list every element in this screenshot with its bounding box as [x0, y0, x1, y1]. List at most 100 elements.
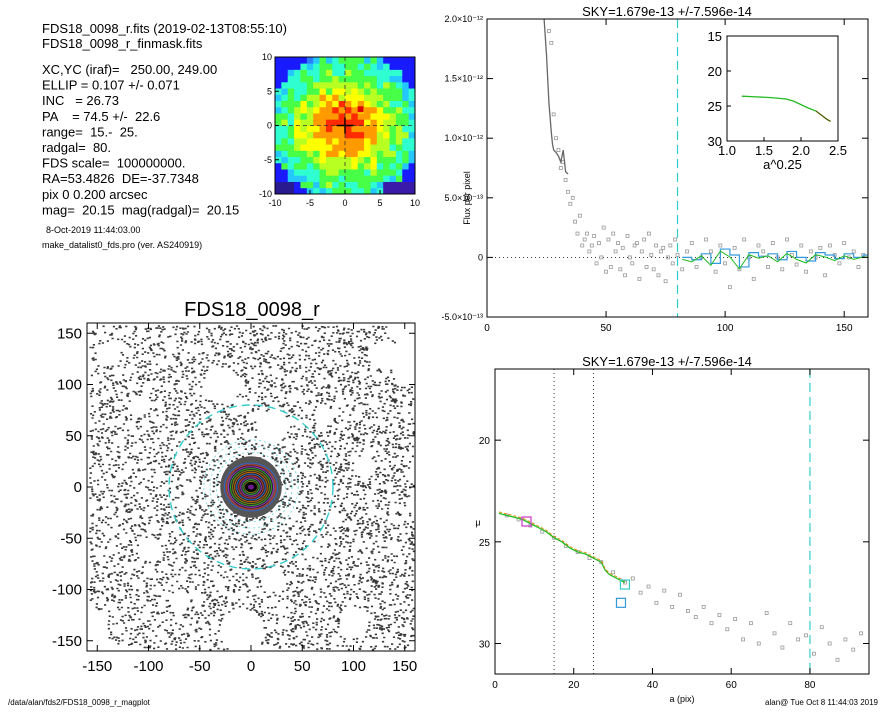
heatmap-cell [332, 181, 340, 189]
heatmap-cell [364, 150, 371, 158]
heatmap-cell [319, 106, 327, 114]
heatmap-cell [332, 69, 340, 77]
heatmap-cell [383, 69, 390, 77]
flux-point [611, 231, 616, 236]
heatmap-cell [376, 131, 384, 139]
heatmap-cell [275, 187, 282, 195]
fit-range-ring [203, 439, 299, 535]
heatmap-cell [332, 88, 340, 95]
heatmap-cell [370, 131, 378, 139]
heatmap-cell [370, 88, 378, 95]
heatmap-cell [370, 100, 378, 108]
heatmap-cell [338, 169, 346, 176]
heatmap-cell [370, 181, 378, 189]
heatmap-cell [402, 63, 410, 70]
heatmap-cell [357, 169, 365, 176]
flux-profile-line [543, 19, 569, 175]
heatmap-cell [287, 156, 295, 164]
flux-point [694, 265, 699, 269]
heatmap-cell [395, 75, 403, 83]
flux-point [689, 241, 694, 245]
image-xtick-label: 0 [247, 658, 255, 675]
heatmap-cell [402, 113, 410, 120]
flux-point [570, 195, 575, 200]
heatmap-ytick-label: -5 [264, 155, 272, 165]
flux-point [654, 243, 658, 248]
heatmap-cell [300, 175, 308, 182]
heatmap-cell [389, 63, 397, 70]
heatmap-xtick-label: -5 [306, 198, 314, 208]
heatmap-cell [351, 137, 359, 145]
heatmap-cell [319, 69, 327, 77]
heatmap-cell [357, 69, 365, 77]
heatmap-cell [395, 81, 403, 89]
heatmap-cell [313, 75, 320, 83]
heatmap-cell [357, 63, 365, 70]
mu-point [788, 621, 793, 626]
heatmap-cell [383, 81, 390, 89]
heatmap-cell [395, 175, 403, 182]
heatmap-cell [408, 131, 416, 139]
heatmap-cell [357, 125, 365, 133]
heatmap-cell [351, 119, 359, 126]
heatmap-cell [345, 113, 352, 120]
heatmap-cell [338, 94, 346, 101]
heatmap-cell [294, 63, 301, 70]
heatmap-cell [338, 175, 346, 182]
heatmap-cell [389, 81, 397, 89]
heatmap-cell [357, 144, 365, 151]
mu-point [764, 611, 769, 615]
flux-point [597, 241, 601, 245]
heatmap-cell [383, 119, 390, 126]
heatmap-cell [313, 187, 320, 195]
heatmap-cell [325, 169, 333, 176]
heatmap-cell [325, 144, 333, 151]
heatmap-cell [325, 181, 333, 189]
heatmap-cell [313, 81, 320, 89]
heatmap-cell [319, 162, 327, 170]
heatmap-cell [338, 63, 346, 70]
parameter-line: FDS scale= 100000000. [42, 156, 185, 171]
parameter-line: pix 0 0.200 arcsec [42, 187, 148, 202]
heatmap-cell [313, 119, 320, 126]
flux-point [642, 237, 647, 242]
heatmap-cell [338, 69, 346, 77]
flux-model-line [682, 250, 868, 270]
heatmap-cell [300, 125, 308, 133]
mu-point [811, 651, 816, 656]
heatmap-cell [294, 175, 301, 182]
heatmap-cell [370, 57, 378, 64]
heatmap-cell [319, 81, 327, 89]
heatmap-cell [351, 156, 359, 164]
heatmap-cell [332, 144, 340, 151]
heatmap-cell [319, 181, 327, 189]
heatmap-cell [395, 131, 403, 139]
heatmap-cell [287, 137, 295, 145]
heatmap-cell [408, 63, 416, 70]
flux-point [670, 261, 675, 266]
heatmap-cell [306, 162, 314, 170]
heatmap-cell [408, 75, 416, 83]
heatmap-cell [306, 169, 314, 176]
heatmap-cell [364, 137, 371, 145]
heatmap-cell [294, 187, 301, 195]
heatmap-cell [300, 75, 308, 83]
heatmap-cell [325, 57, 333, 64]
heatmap-cell [294, 75, 301, 83]
radgal-circle [168, 404, 334, 570]
footer-user-time: alan@ Tue Oct 8 11:44:03 2019 [765, 698, 878, 707]
flux-point [723, 261, 728, 266]
heatmap-cell [294, 100, 301, 108]
heatmap-cell [402, 94, 410, 101]
heatmap-cell [345, 69, 352, 77]
heatmap-cell [357, 100, 365, 108]
heatmap-cell [408, 100, 416, 108]
image-ytick-label: 100 [57, 377, 82, 394]
mu-point [678, 592, 682, 597]
mu-ylabel: μ [475, 518, 480, 528]
heatmap-cell [408, 144, 416, 151]
heatmap-cell [325, 69, 333, 77]
heatmap-cell [306, 75, 314, 83]
heatmap-cell [408, 69, 416, 77]
heatmap-cell [294, 131, 301, 139]
